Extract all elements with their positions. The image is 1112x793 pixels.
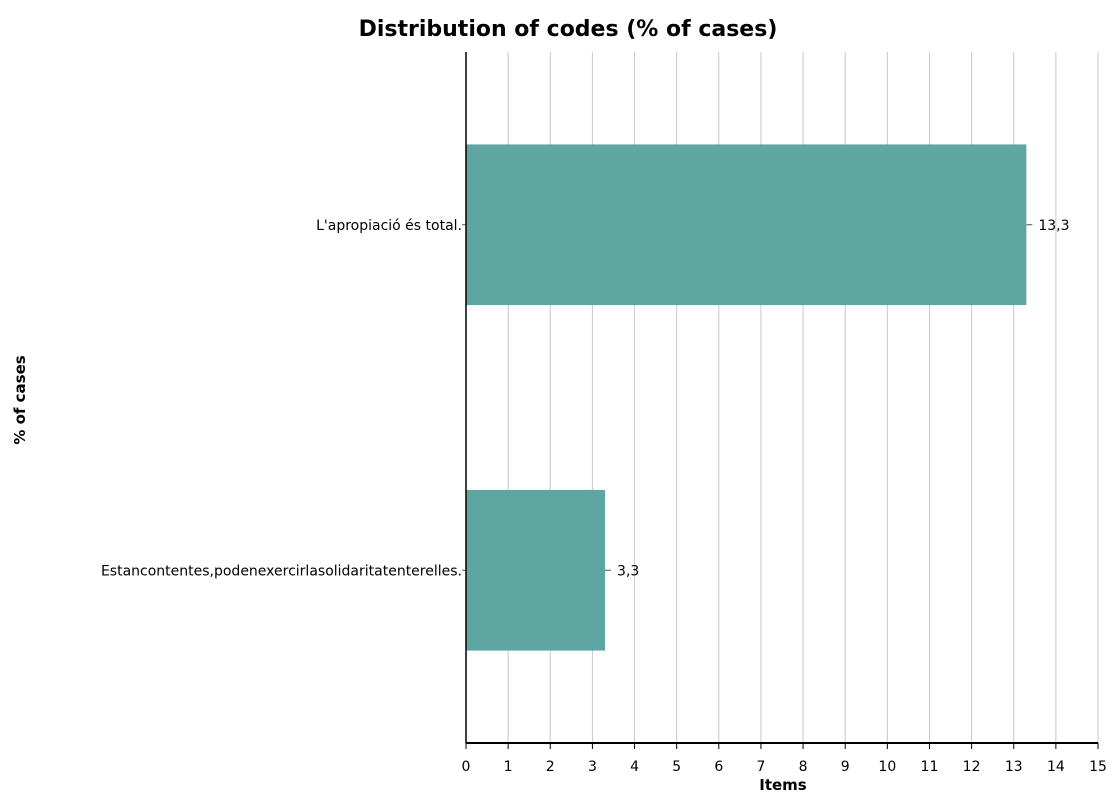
category-label: Estancontentes,podenexercirlasolidaritat…	[101, 563, 462, 579]
x-tick-label: 1	[504, 759, 513, 775]
x-tick-label: 4	[630, 759, 639, 775]
x-tick-label: 15	[1089, 759, 1107, 775]
y-axis-title: % of cases	[11, 355, 29, 444]
x-tick-label: 3	[588, 759, 597, 775]
bar	[466, 489, 606, 651]
x-tick-label: 0	[462, 759, 471, 775]
x-tick-label: 7	[756, 759, 765, 775]
x-tick-label: 10	[878, 759, 896, 775]
bar	[466, 144, 1027, 306]
data-label: 3,3	[617, 563, 639, 579]
x-tick-label: 8	[799, 759, 808, 775]
chart-title: Distribution of codes (% of cases)	[359, 17, 778, 42]
x-ticks: 0 1 2 3 4 5 6 7 8 9 10 11 12 13 14 15	[462, 743, 1107, 775]
category-label: L'apropiació és total.	[316, 218, 462, 234]
x-tick-label: 13	[1005, 759, 1023, 775]
x-tick-label: 11	[921, 759, 939, 775]
x-tick-label: 5	[672, 759, 681, 775]
x-tick-label: 9	[841, 759, 850, 775]
x-axis-title: Items	[759, 776, 807, 793]
axes	[462, 52, 1098, 744]
x-tick-label: 2	[546, 759, 555, 775]
category-labels: L'apropiació és total. Estancontentes,pod…	[101, 218, 462, 580]
data-labels: 13,3 3,3	[605, 218, 1070, 579]
x-tick-label: 6	[714, 759, 723, 775]
x-tick-label: 12	[963, 759, 981, 775]
x-tick-label: 14	[1047, 759, 1065, 775]
bars	[466, 144, 1027, 651]
data-label: 13,3	[1038, 218, 1069, 234]
